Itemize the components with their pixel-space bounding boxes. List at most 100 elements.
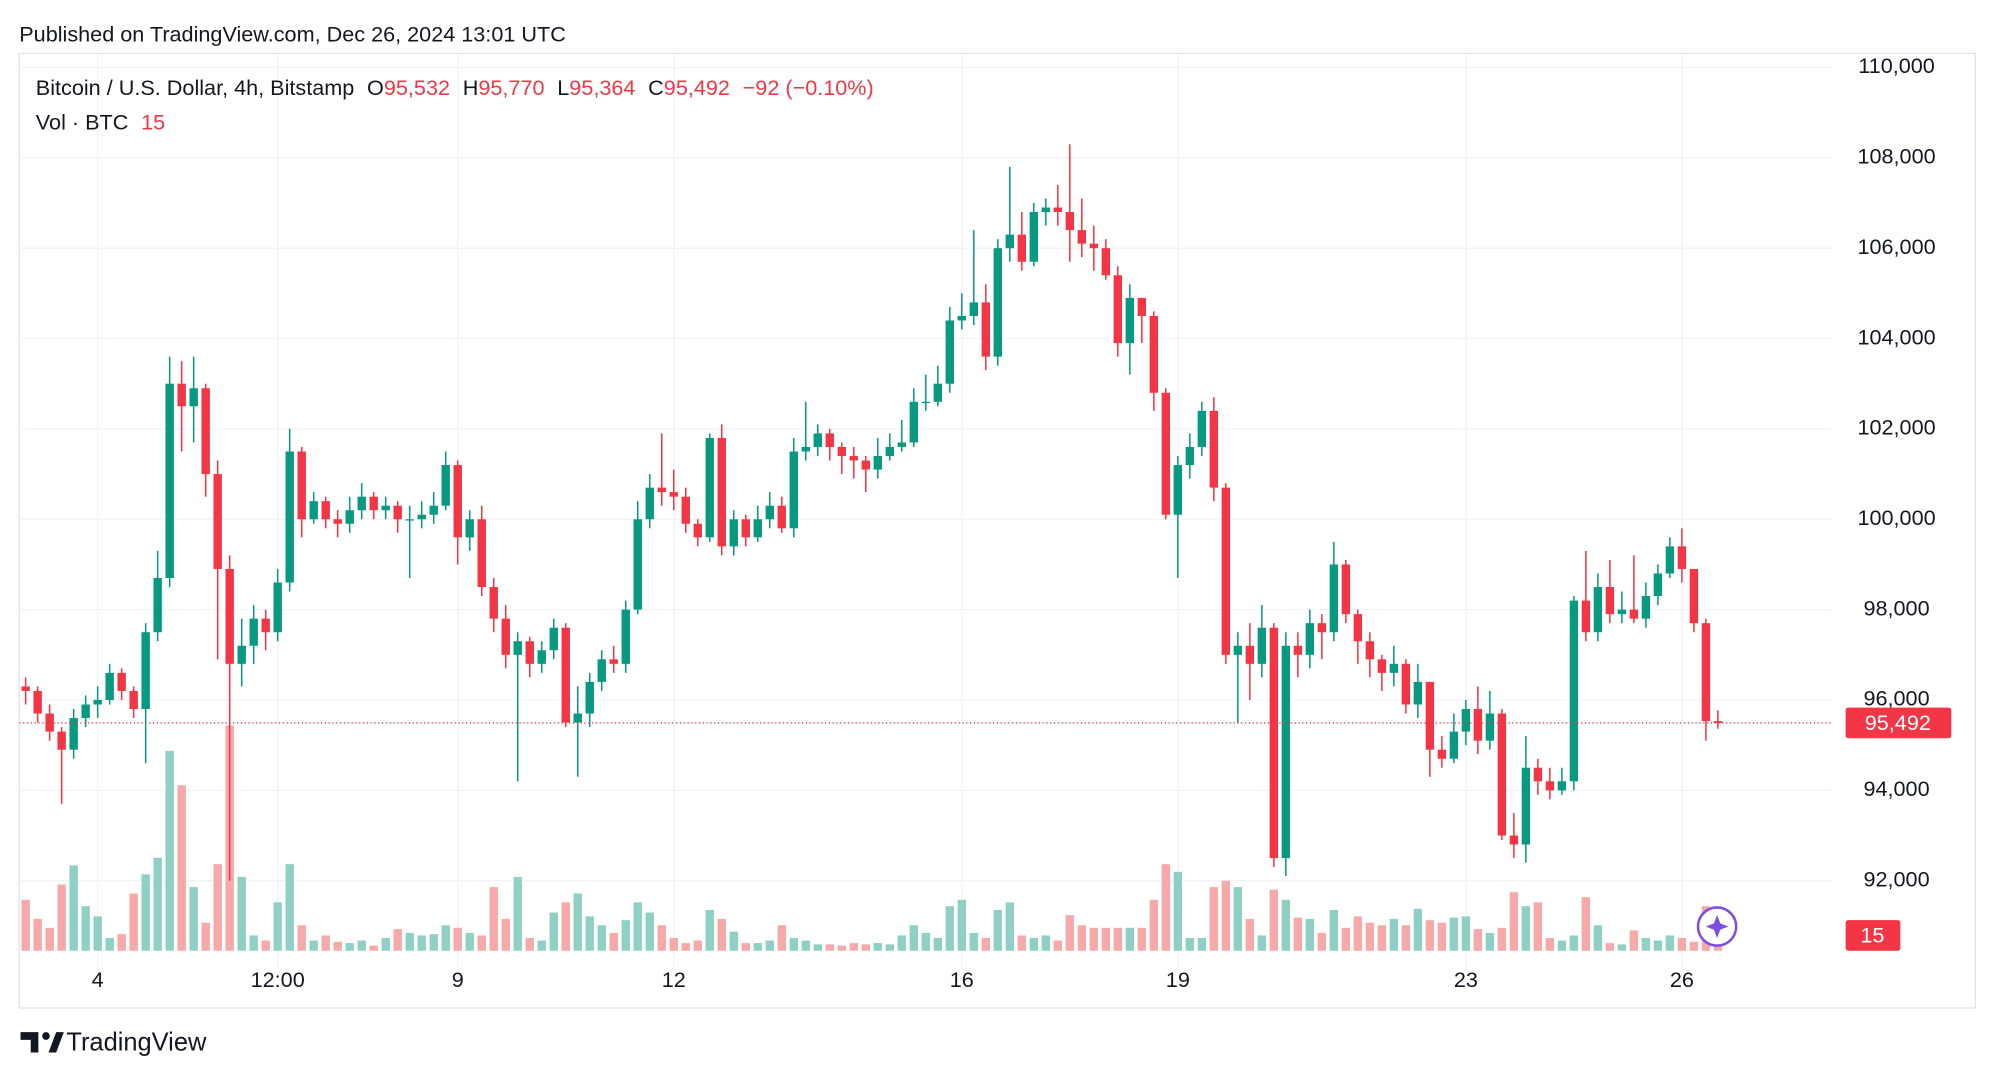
volume-bar (525, 938, 534, 951)
candle-body (945, 320, 954, 384)
candle-body (249, 618, 258, 646)
volume-bar (453, 927, 462, 951)
candle-body (1269, 627, 1279, 859)
volume-bar (1065, 915, 1075, 951)
low-letter: L (557, 75, 569, 100)
volume-bar (501, 918, 510, 951)
candle-body (621, 609, 630, 664)
volume-bar (81, 906, 90, 951)
candle-body (501, 618, 510, 655)
volume-bar (1053, 940, 1063, 951)
candle-body (1029, 212, 1039, 262)
volume-bar (1581, 897, 1591, 951)
candle-body (441, 465, 450, 506)
assistant-icon[interactable] (1696, 906, 1738, 947)
volume-bar (357, 940, 366, 951)
candle-body (1041, 207, 1051, 213)
volume-bar (1113, 927, 1123, 951)
candle-body (321, 501, 330, 520)
candle-body (729, 519, 738, 547)
candle-body (1629, 609, 1639, 619)
volume-bar (765, 940, 774, 951)
volume-bar (393, 929, 402, 951)
last-price-tag (1845, 707, 1952, 739)
candle-body (597, 659, 606, 682)
candle-body (981, 302, 991, 357)
candle-body (1641, 596, 1651, 619)
x-tick-label: 23 (1454, 967, 1478, 992)
candle-body (369, 496, 378, 511)
y-tick-label: 94,000 (1863, 776, 1929, 801)
volume-bar (645, 912, 654, 951)
candle-body (1581, 600, 1591, 633)
candle-body (1437, 749, 1447, 759)
volume-bar (717, 918, 726, 951)
candle-body (1353, 614, 1363, 642)
volume-bar (1233, 887, 1243, 951)
volume-bar (873, 943, 882, 951)
candle-body (885, 446, 894, 457)
candle-body (237, 645, 246, 664)
volume-bar (753, 943, 762, 951)
candle-body (1317, 623, 1327, 633)
volume-bar (1425, 920, 1435, 951)
candle-body (1701, 623, 1711, 722)
candle-body (969, 302, 978, 316)
candle-body (669, 492, 678, 497)
candle-body (1569, 600, 1579, 782)
candle-body (897, 442, 906, 447)
candle-body (1281, 645, 1291, 859)
candle-body (1185, 446, 1195, 466)
y-tick-label: 104,000 (1857, 324, 1935, 349)
volume-bar (633, 902, 642, 951)
candle-body (573, 713, 582, 723)
volume-bar (705, 910, 714, 951)
candle-body (141, 632, 150, 710)
volume-bar (369, 945, 378, 951)
candle-body (861, 460, 870, 470)
candle-body (1653, 573, 1663, 597)
candle-body (105, 672, 114, 700)
volume-bar (477, 935, 486, 951)
volume-bar (1485, 932, 1495, 951)
volume-bar (597, 925, 606, 951)
axes: 92,000 94,000 96,000 98,000 100,000 102,000 10… (19, 53, 1952, 992)
candle-body (1233, 645, 1243, 655)
volume-title: Vol · BTC (36, 109, 129, 134)
volume-bar (609, 932, 618, 951)
chart-title: Published on TradingView.com, Dec 26, 20… (19, 21, 566, 46)
candle-body (513, 641, 522, 655)
volume-bar (957, 899, 966, 951)
volume-bar (1005, 902, 1015, 951)
volume-bar (1257, 935, 1267, 951)
candle-body (525, 641, 534, 664)
volume-bar (1185, 938, 1195, 951)
open-value: 95,532 (384, 75, 450, 100)
candle-body (429, 505, 438, 515)
candle-body (1377, 659, 1387, 673)
candle-body (1665, 546, 1675, 574)
candle-body (753, 519, 762, 538)
volume-bar (1461, 916, 1471, 951)
candle-body (1545, 781, 1555, 791)
candle-body (825, 433, 834, 447)
candle-body (1461, 709, 1471, 732)
open-letter: O (367, 75, 384, 100)
volume-bar (1557, 940, 1567, 951)
volume-bar (1497, 927, 1507, 951)
volume-bar (273, 902, 282, 951)
candle-body (1401, 663, 1411, 705)
volume-bar (681, 943, 690, 951)
candle-body (1425, 681, 1435, 750)
candle-body (453, 465, 462, 538)
volume-tag (1845, 920, 1901, 951)
volume-bar (813, 944, 822, 951)
candle-body (1113, 275, 1123, 344)
volume-bar (297, 925, 306, 951)
volume-bar (657, 925, 666, 951)
candle-body (657, 487, 666, 493)
candle-body (1521, 767, 1531, 845)
candle-body (273, 582, 282, 633)
candle-body (693, 523, 702, 538)
volume-bar (1137, 927, 1147, 951)
